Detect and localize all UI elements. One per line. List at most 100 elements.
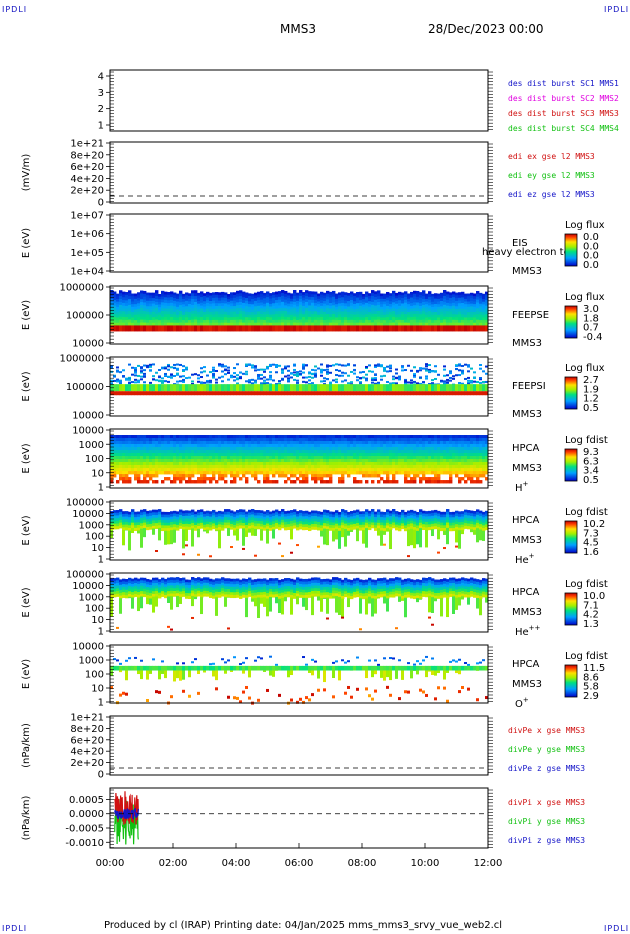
y-tick-label: 10000 — [72, 642, 104, 653]
y-tick-label: 10 — [91, 543, 104, 554]
panel-hpca_h: 10000 1000 100 10 1 E (eV) HPCA MMS3 H+ Log fdist… — [21, 426, 608, 495]
spacecraft-label: MMS3 — [512, 266, 542, 277]
colorbar-tick-label: 10.0 — [583, 591, 605, 602]
y-tick-label: 0.0000 — [69, 809, 104, 820]
spacecraft-label: MMS3 — [512, 409, 542, 420]
colorbar — [564, 448, 578, 482]
instrument-label: EIS — [512, 238, 528, 249]
panel-frame-divpi — [109, 787, 489, 849]
y-tick-label: 1 — [98, 121, 104, 132]
colorbar-title: Log flux — [565, 292, 605, 303]
legend-entry: divPi y gse MMS3 — [508, 817, 585, 826]
colorbar-tick-label: 1.9 — [583, 384, 599, 395]
colorbar-tick-label: 11.5 — [583, 663, 605, 674]
spectrogram-hpca_hepp — [110, 577, 489, 631]
y-tick-label: 10 — [91, 615, 104, 626]
legend-entry: divPi z gse MMS3 — [508, 836, 585, 845]
y-tick-label: 100 — [85, 670, 104, 681]
y-tick-label: 100000 — [66, 382, 104, 393]
instrument-label: FEEPSI — [512, 381, 546, 392]
colorbar-tick-label: 1.8 — [583, 313, 599, 324]
colorbar-tick-label: 7.1 — [583, 600, 599, 611]
colorbar-tick-label: 9.3 — [583, 447, 599, 458]
y-axis-label: (mV/m) — [21, 154, 32, 192]
divpi-trace-1 — [114, 791, 139, 825]
y-tick-label: 6e+20 — [70, 735, 104, 746]
x-tick-label: 12:00 — [474, 858, 503, 869]
instrument-label: HPCA — [512, 515, 540, 526]
y-tick-label: 1 — [98, 555, 104, 566]
y-tick-label: 1e+07 — [70, 211, 104, 222]
legend-entry: edi ex gse l2 MMS3 — [508, 152, 595, 161]
y-tick-label: 1000 — [79, 520, 104, 531]
spectrogram-hpca_h — [110, 435, 489, 484]
instrument-label: HPCA — [512, 659, 540, 670]
spectrogram-feepsi — [110, 363, 489, 396]
spacecraft-label: MMS3 — [512, 463, 542, 474]
y-tick-label: -0.0010 — [65, 838, 104, 849]
x-axis: 00:00 02:00 04:00 06:00 08:00 10:00 12:00 — [96, 843, 503, 869]
colorbar-tick-label: 1.2 — [583, 394, 599, 405]
y-tick-label: 2e+20 — [70, 186, 104, 197]
legend-entry: edi ez gse l2 MMS3 — [508, 190, 595, 199]
y-tick-label: 10 — [91, 684, 104, 695]
colorbar-tick-label: 8.6 — [583, 672, 599, 683]
corner-label-top-left: IPDLI — [2, 5, 28, 14]
y-tick-label: 1000000 — [59, 283, 104, 294]
y-tick-label: 1 — [98, 627, 104, 638]
legend-burst: des dist burst SC1 MMS1 des dist burst SC… — [508, 79, 619, 133]
instrument-label: HPCA — [512, 443, 540, 454]
y-tick-label: 0 — [98, 770, 104, 781]
spacecraft-label: MMS3 — [512, 679, 542, 690]
corner-label-top-right: IPDLI — [604, 5, 630, 14]
date-title: 28/Dec/2023 00:00 — [428, 22, 544, 36]
y-axis-label: E (eV) — [21, 228, 32, 258]
y-tick-label: 8e+20 — [70, 724, 104, 735]
colorbar-tick-label: 7.3 — [583, 528, 599, 539]
panel-hpca_o: 10000 1000 100 10 1 E (eV) HPCA MMS3 O+ Log fdist… — [21, 642, 608, 711]
legend-entry: divPe z gse MMS3 — [508, 764, 585, 773]
colorbar-tick-label: 3.0 — [583, 304, 599, 315]
colorbar — [564, 592, 578, 626]
y-tick-label: 0.0005 — [69, 795, 104, 806]
legend-entry: des dist burst SC2 MMS2 — [508, 94, 619, 103]
colorbar — [564, 305, 578, 339]
y-tick-label: 10 — [91, 468, 104, 479]
y-tick-label: 1 — [98, 483, 104, 494]
spacecraft-label: MMS3 — [512, 535, 542, 546]
colorbar-tick-label: 0.0 — [583, 260, 599, 271]
y-tick-label: 1000 — [79, 592, 104, 603]
y-axis-label: E (eV) — [21, 443, 32, 473]
panel-divpi: 0.0005 0.0000 -0.0005 -0.0010 (nPa/km) divPi … — [21, 787, 585, 849]
y-tick-label: 1e+21 — [70, 139, 104, 150]
y-tick-label: 10000 — [72, 581, 104, 592]
y-tick-label: 2e+20 — [70, 758, 104, 769]
y-tick-label: 1000 — [79, 440, 104, 451]
instrument-label: FEEPSE — [512, 310, 549, 321]
y-tick-label: 1 — [98, 698, 104, 709]
y-axis-label: (nPa/km) — [21, 796, 32, 841]
y-axis-label: E (eV) — [21, 515, 32, 545]
colorbar-title: Log fdist — [565, 435, 608, 446]
panel-frame-burst — [109, 69, 489, 132]
colorbar-title: Log flux — [565, 363, 605, 374]
colorbar-tick-label: 0.7 — [583, 323, 599, 334]
spacecraft-label: MMS3 — [512, 338, 542, 349]
spacecraft-label: MMS3 — [512, 607, 542, 618]
legend-entry: des dist burst SC1 MMS1 — [508, 79, 619, 88]
colorbar-tick-label: -0.4 — [583, 332, 603, 343]
y-axis-label: E (eV) — [21, 300, 32, 330]
panel-frame-edi — [109, 141, 489, 204]
colorbar-tick-label: 10.2 — [583, 519, 605, 530]
colorbar-title: Log fdist — [565, 579, 608, 590]
legend-entry: des dist burst SC4 MMS4 — [508, 124, 619, 133]
y-axis-label: (nPa/km) — [21, 723, 32, 768]
colorbar-tick-label: 0.5 — [583, 475, 599, 486]
instrument-label: HPCA — [512, 587, 540, 598]
colorbar-tick-label: 0.0 — [583, 251, 599, 262]
